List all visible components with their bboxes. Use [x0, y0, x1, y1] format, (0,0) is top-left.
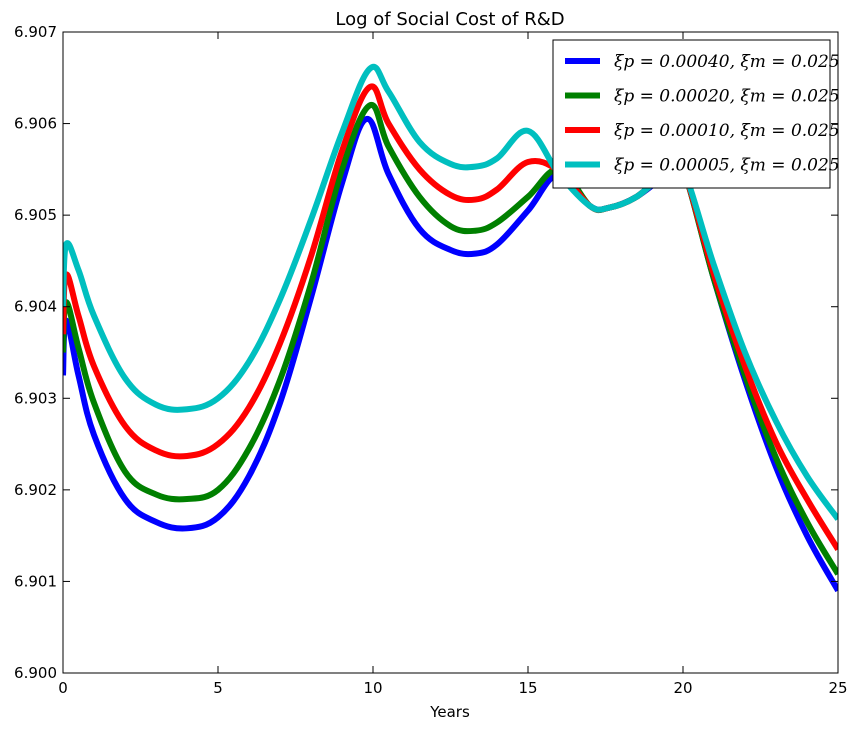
x-tick-label: 0 [58, 679, 68, 697]
legend-label-2: ξp = 0.00020, ξm = 0.025 [614, 87, 840, 107]
chart-title: Log of Social Cost of R&D [335, 9, 564, 30]
y-tick-label: 6.904 [14, 298, 57, 316]
ticks-layer: 0 5 10 15 20 25 6.900 6.901 6.902 6.903 6.904 6.905… [14, 23, 848, 697]
y-tick-label: 6.905 [14, 206, 57, 224]
y-tick-label: 6.907 [14, 23, 57, 41]
legend-box [552, 39, 831, 189]
x-axis-label: Years [429, 703, 470, 721]
series-layer [63, 63, 838, 593]
y-tick-label: 6.900 [14, 664, 57, 682]
y-tick-label: 6.902 [14, 481, 57, 499]
y-tick-label: 6.906 [14, 115, 57, 133]
plot-frame [62, 31, 839, 674]
legend: ξp = 0.00040, ξm = 0.025 ξp = 0.00020, ξm… [552, 39, 840, 189]
legend-label-3: ξp = 0.00010, ξm = 0.025 [614, 121, 840, 141]
x-tick-label: 15 [518, 679, 537, 697]
legend-label-4: ξp = 0.00005, ξm = 0.025 [614, 156, 840, 176]
x-tick-label: 20 [673, 679, 692, 697]
y-tick-label: 6.901 [14, 572, 57, 590]
x-tick-label: 5 [213, 679, 223, 697]
y-tick-label: 6.903 [14, 389, 57, 407]
series-line-4 [63, 63, 838, 521]
x-tick-label: 10 [363, 679, 382, 697]
x-tick-label: 25 [828, 679, 847, 697]
legend-label-1: ξp = 0.00040, ξm = 0.025 [614, 52, 840, 72]
